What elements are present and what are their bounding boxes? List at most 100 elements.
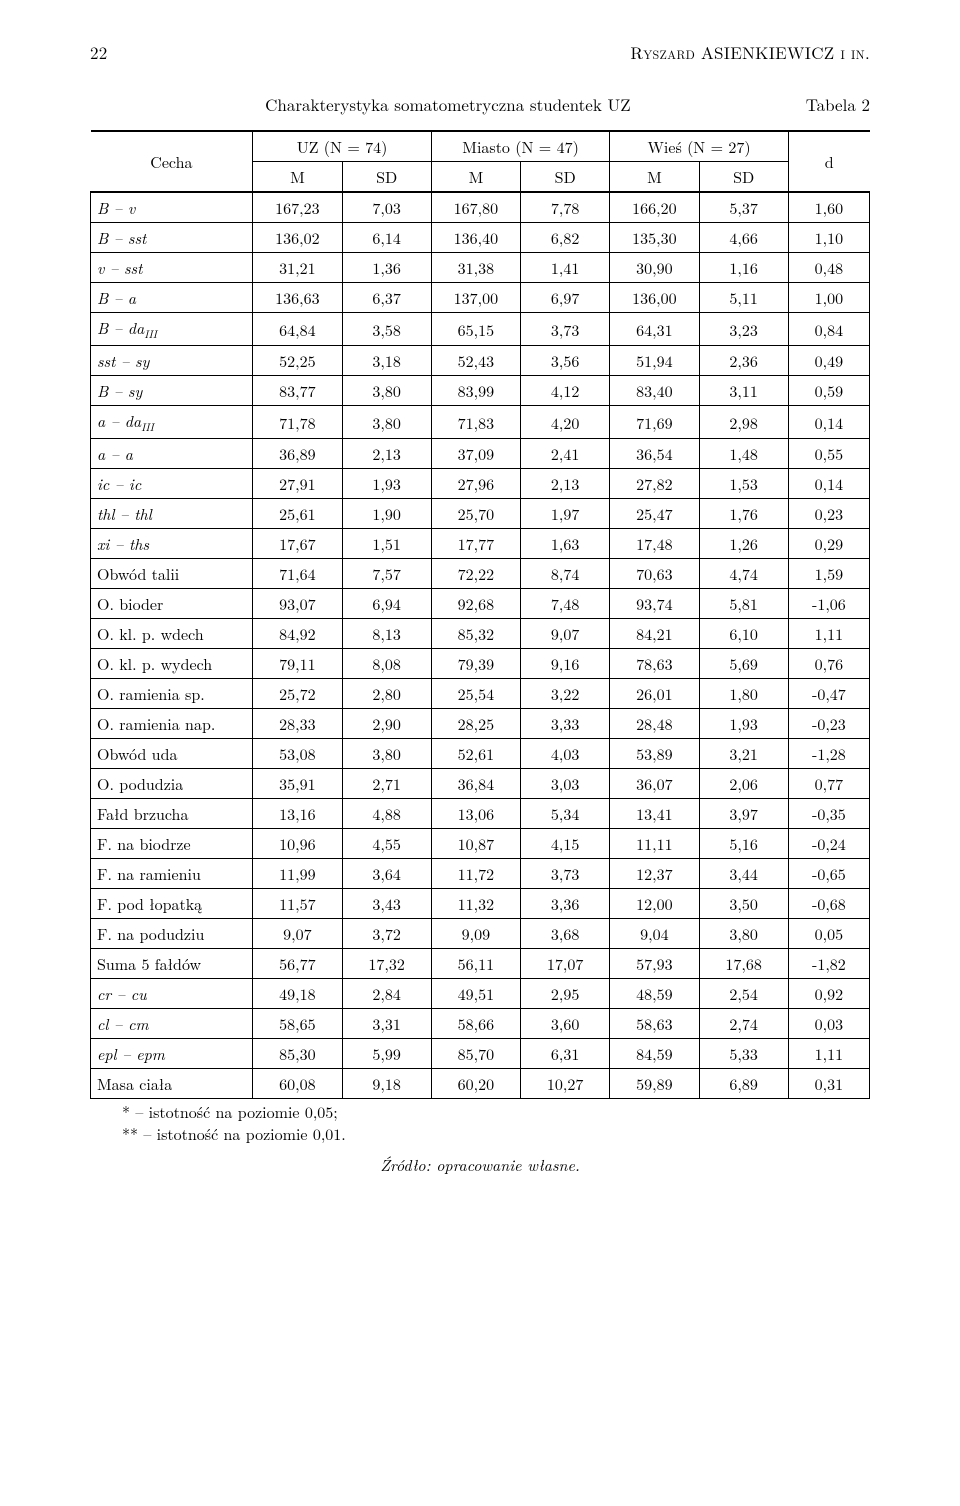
value-cell: 9,16 [521, 649, 610, 679]
feature-cell: cl – cm [91, 1009, 253, 1039]
value-cell: 57,93 [610, 949, 699, 979]
value-cell: 135,30 [610, 223, 699, 253]
value-cell: 3,36 [521, 889, 610, 919]
value-cell: 1,41 [521, 253, 610, 283]
col-header-d: d [788, 131, 869, 192]
table-row: O. bioder93,076,9492,687,4893,745,81-1,0… [91, 589, 870, 619]
value-cell: -1,06 [788, 589, 869, 619]
feature-cell: B – daIII [91, 313, 253, 346]
value-cell: 36,54 [610, 439, 699, 469]
table-row: ic – ic27,911,9327,962,1327,821,530,14 [91, 469, 870, 499]
value-cell: 8,08 [342, 649, 431, 679]
value-cell: 52,61 [431, 739, 520, 769]
value-cell: 6,37 [342, 283, 431, 313]
value-cell: 0,14 [788, 406, 869, 439]
value-cell: 4,20 [521, 406, 610, 439]
value-cell: 3,44 [699, 859, 788, 889]
feature-cell: Obwód uda [91, 739, 253, 769]
value-cell: 7,78 [521, 192, 610, 223]
feature-cell: cr – cu [91, 979, 253, 1009]
value-cell: 52,25 [253, 346, 342, 376]
value-cell: 1,51 [342, 529, 431, 559]
table-row: cl – cm58,653,3158,663,6058,632,740,03 [91, 1009, 870, 1039]
value-cell: 3,68 [521, 919, 610, 949]
value-cell: 58,65 [253, 1009, 342, 1039]
value-cell: 71,64 [253, 559, 342, 589]
value-cell: 3,97 [699, 799, 788, 829]
value-cell: 0,14 [788, 469, 869, 499]
value-cell: 13,06 [431, 799, 520, 829]
value-cell: 25,47 [610, 499, 699, 529]
value-cell: 17,77 [431, 529, 520, 559]
value-cell: 84,92 [253, 619, 342, 649]
feature-cell: F. pod łopatką [91, 889, 253, 919]
value-cell: 167,23 [253, 192, 342, 223]
value-cell: 17,67 [253, 529, 342, 559]
feature-cell: Masa ciała [91, 1069, 253, 1099]
value-cell: 11,57 [253, 889, 342, 919]
value-cell: 31,21 [253, 253, 342, 283]
feature-cell: xi – ths [91, 529, 253, 559]
value-cell: 27,82 [610, 469, 699, 499]
value-cell: 4,03 [521, 739, 610, 769]
value-cell: 4,15 [521, 829, 610, 859]
value-cell: 3,33 [521, 709, 610, 739]
value-cell: 3,22 [521, 679, 610, 709]
value-cell: 11,32 [431, 889, 520, 919]
value-cell: 0,48 [788, 253, 869, 283]
value-cell: 28,25 [431, 709, 520, 739]
value-cell: 2,54 [699, 979, 788, 1009]
feature-cell: F. na ramieniu [91, 859, 253, 889]
value-cell: 1,63 [521, 529, 610, 559]
page-number: 22 [90, 40, 108, 64]
value-cell: 3,80 [342, 406, 431, 439]
table-caption-row: Charakterystyka somatometryczna studente… [90, 92, 870, 116]
value-cell: 5,37 [699, 192, 788, 223]
data-table: Cecha UZ (N = 74) Miasto (N = 47) Wieś (… [90, 130, 870, 1099]
value-cell: 4,66 [699, 223, 788, 253]
value-cell: 1,93 [699, 709, 788, 739]
table-row: sst – sy52,253,1852,433,5651,942,360,49 [91, 346, 870, 376]
value-cell: 93,74 [610, 589, 699, 619]
table-body: B – v167,237,03167,807,78166,205,371,60B… [91, 192, 870, 1099]
feature-cell: O. bioder [91, 589, 253, 619]
value-cell: 2,36 [699, 346, 788, 376]
value-cell: 9,04 [610, 919, 699, 949]
value-cell: 1,93 [342, 469, 431, 499]
col-sub-sd2: SD [521, 162, 610, 193]
value-cell: 17,48 [610, 529, 699, 559]
feature-cell: O. ramienia sp. [91, 679, 253, 709]
value-cell: 1,76 [699, 499, 788, 529]
value-cell: 3,80 [342, 739, 431, 769]
value-cell: 3,31 [342, 1009, 431, 1039]
value-cell: 10,27 [521, 1069, 610, 1099]
value-cell: 136,40 [431, 223, 520, 253]
value-cell: 37,09 [431, 439, 520, 469]
value-cell: 9,18 [342, 1069, 431, 1099]
col-header-feature: Cecha [91, 131, 253, 192]
source-text: Źródło: opracowanie własne. [380, 1153, 580, 1176]
table-row: B – sst136,026,14136,406,82135,304,661,1… [91, 223, 870, 253]
value-cell: -0,68 [788, 889, 869, 919]
table-row: v – sst31,211,3631,381,4130,901,160,48 [91, 253, 870, 283]
value-cell: 59,89 [610, 1069, 699, 1099]
col-header-group3: Wieś (N = 27) [610, 131, 789, 162]
value-cell: 1,16 [699, 253, 788, 283]
table-row: O. kl. p. wdech84,928,1385,329,0784,216,… [91, 619, 870, 649]
value-cell: 11,99 [253, 859, 342, 889]
feature-cell: O. podudzia [91, 769, 253, 799]
value-cell: 36,89 [253, 439, 342, 469]
value-cell: 3,73 [521, 859, 610, 889]
value-cell: 17,68 [699, 949, 788, 979]
table-caption: Charakterystyka somatometryczna studente… [90, 92, 806, 116]
value-cell: -0,65 [788, 859, 869, 889]
value-cell: 136,63 [253, 283, 342, 313]
value-cell: 6,89 [699, 1069, 788, 1099]
value-cell: 12,00 [610, 889, 699, 919]
value-cell: 49,18 [253, 979, 342, 1009]
value-cell: 0,84 [788, 313, 869, 346]
value-cell: 79,39 [431, 649, 520, 679]
table-row: a – a36,892,1337,092,4136,541,480,55 [91, 439, 870, 469]
value-cell: 64,84 [253, 313, 342, 346]
value-cell: 2,41 [521, 439, 610, 469]
